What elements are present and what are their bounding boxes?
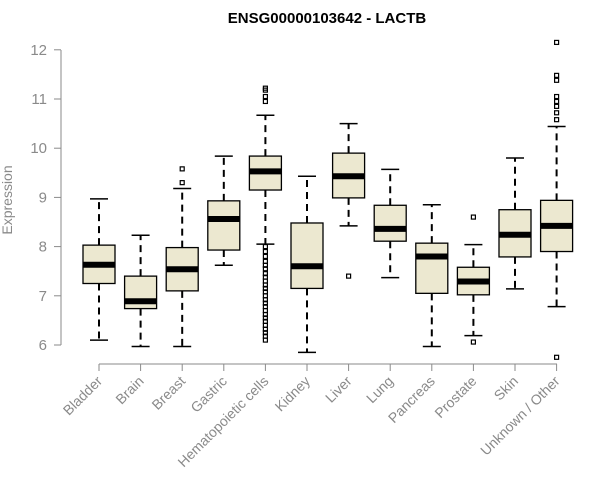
x-tick-label: Prostate (431, 373, 479, 421)
outlier-point (262, 98, 268, 105)
outlier-point (262, 266, 268, 272)
box-plot (539, 39, 574, 360)
box-iqr (415, 242, 449, 294)
x-tick-label: Brain (112, 373, 146, 407)
box-plot (290, 175, 324, 354)
y-tick-label: 7 (39, 288, 47, 305)
outlier-point (553, 39, 560, 46)
outlier-point (470, 339, 476, 345)
outlier-point (553, 354, 560, 360)
y-tick-label: 6 (39, 337, 47, 354)
outlier-point (553, 72, 560, 78)
outlier-point (553, 93, 560, 100)
box-plot (456, 214, 491, 345)
y-tick-label: 11 (31, 91, 47, 108)
outlier-point (262, 85, 268, 91)
y-tick-label: 8 (39, 239, 47, 256)
box-iqr (373, 204, 407, 242)
x-tick-label: Unknown / Other (477, 373, 563, 459)
outlier-point (346, 273, 352, 279)
box-plot (498, 157, 532, 290)
box-plot (123, 234, 158, 348)
outlier-point (553, 77, 560, 83)
outlier-point (262, 337, 268, 343)
boxes (82, 39, 574, 360)
x-tick-label: Bladder (60, 373, 106, 419)
outlier-point (553, 110, 560, 116)
y-tick-label: 12 (30, 42, 47, 59)
outlier-point (553, 103, 560, 109)
y-tick-label: 10 (30, 140, 47, 157)
outlier-point (262, 248, 268, 255)
outlier-point (262, 93, 268, 100)
x-tick-label: Lung (363, 373, 396, 406)
outlier-point (179, 180, 185, 186)
y-ticks: 6 7 8 9 10 11 12 (30, 42, 61, 354)
outlier-point (262, 253, 268, 260)
x-tick-label: Breast (148, 373, 188, 413)
box-plot (331, 122, 366, 279)
box-plot (373, 168, 407, 279)
box-plot (248, 85, 283, 343)
y-axis-label: Expression (0, 165, 15, 234)
outlier-point (553, 98, 560, 105)
x-tick-label: Liver (322, 373, 355, 406)
outlier-point (179, 166, 185, 172)
outlier-point (553, 117, 560, 123)
y-tick-label: 9 (39, 189, 47, 206)
x-tick-label: Skin (491, 373, 522, 404)
x-tick-label: Kidney (272, 373, 314, 415)
box-plot (82, 198, 116, 341)
outlier-point (262, 244, 268, 250)
outlier-point (470, 214, 476, 220)
chart-title: ENSG00000103642 - LACTB (228, 10, 427, 27)
box-plot (207, 155, 241, 267)
box-plot (415, 204, 449, 348)
box-iqr (290, 222, 324, 290)
box-iqr (207, 200, 241, 251)
box-plot (165, 166, 199, 348)
